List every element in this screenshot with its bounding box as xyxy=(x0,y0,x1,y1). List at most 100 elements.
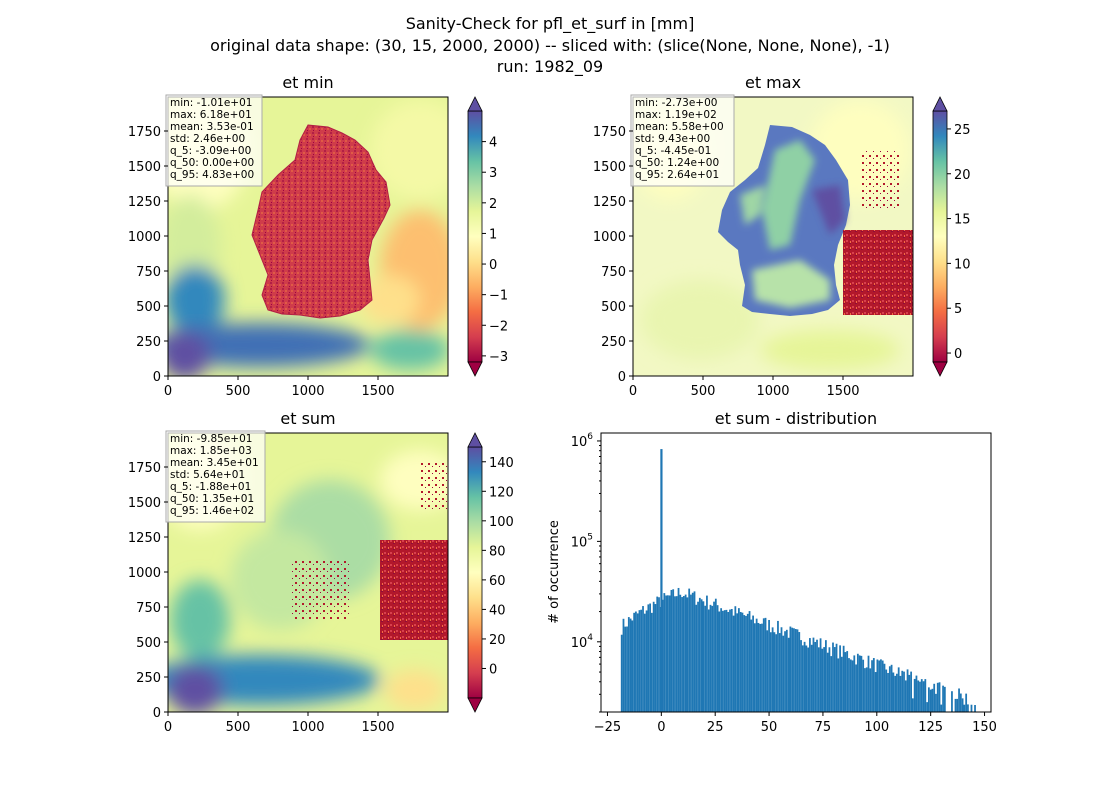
histogram-bar xyxy=(874,672,877,712)
histogram-bar xyxy=(725,609,728,712)
x-tick-label: 50 xyxy=(761,720,778,735)
histogram-bar xyxy=(830,656,833,712)
figure-title-line-3: run: 1982_09 xyxy=(497,57,603,77)
stat-line: q_95: 1.46e+02 xyxy=(170,505,254,517)
y-tick-label: 500 xyxy=(136,636,161,651)
histogram-bar xyxy=(805,645,808,712)
figure-title-line-1: Sanity-Check for pfl_et_surf in [mm] xyxy=(406,14,695,34)
histogram-bar xyxy=(816,639,818,712)
histogram-spike-bar xyxy=(660,449,663,712)
histogram-bar xyxy=(722,610,724,712)
histogram-bar xyxy=(688,588,691,712)
histogram-bar xyxy=(853,655,856,712)
y-tick-label: 1750 xyxy=(128,125,161,140)
colorbar-tick-label: 60 xyxy=(489,574,506,589)
x-tick-label: −25 xyxy=(594,720,621,735)
stat-line: min: -2.73e+00 xyxy=(635,97,717,109)
histogram-bar xyxy=(929,689,932,712)
histogram-bar xyxy=(821,648,824,712)
y-tick-label: 1250 xyxy=(128,195,161,210)
histogram-bar xyxy=(959,693,962,712)
histogram-bar xyxy=(798,632,801,712)
histogram-bar xyxy=(943,686,946,712)
colorbar-tick-label: 15 xyxy=(954,213,971,228)
x-axis: 0 500 1000 1500 xyxy=(164,712,395,735)
histogram-bar xyxy=(711,605,714,712)
histogram-bar xyxy=(697,601,699,712)
y-tick-label: 0 xyxy=(153,706,161,721)
stat-line: std: 9.43e+00 xyxy=(635,133,710,145)
y-tick-label: 500 xyxy=(136,300,161,315)
histogram-bar xyxy=(936,682,939,712)
histogram-bar xyxy=(700,599,703,712)
histogram-bar xyxy=(869,668,872,712)
colorbar-tick-label: 25 xyxy=(954,123,971,138)
y-tick-label: 250 xyxy=(136,335,161,350)
histogram-bar xyxy=(755,618,758,712)
x-tick-label: 500 xyxy=(226,384,251,399)
histogram-bar xyxy=(906,669,909,712)
histogram-bar xyxy=(825,640,827,712)
histogram-bar xyxy=(759,623,762,712)
histogram-bar xyxy=(796,629,799,712)
y-tick-label: 104 xyxy=(571,633,594,651)
region-east xyxy=(843,230,913,315)
histogram-bar xyxy=(714,598,717,712)
histogram-bar xyxy=(629,618,632,712)
histogram-bar xyxy=(748,611,751,712)
stat-line: min: -9.85e+01 xyxy=(170,433,252,445)
histogram-bar xyxy=(807,647,810,712)
stat-line: q_5: -4.45e-01 xyxy=(635,145,711,157)
histogram-bar xyxy=(826,652,829,712)
histogram-bar xyxy=(743,615,746,712)
histogram-bar xyxy=(686,597,689,712)
histogram-bar xyxy=(800,640,802,712)
histogram-bar xyxy=(880,659,882,712)
histogram-bar xyxy=(690,594,692,712)
histogram-bar xyxy=(658,597,660,712)
panel-et-sum-distribution: et sum - distribution −25 0 25 50 75 100 125 15… xyxy=(547,409,997,735)
histogram-bar xyxy=(643,613,646,712)
histogram-bar xyxy=(624,626,627,712)
histogram-bar xyxy=(720,608,723,712)
histogram-bar xyxy=(723,610,726,712)
histogram-bar xyxy=(794,629,797,712)
histogram-bar xyxy=(709,604,712,712)
colorbar-tick-label: 5 xyxy=(954,302,962,317)
x-axis: 0 500 1000 1500 xyxy=(164,376,395,399)
histogram-bar xyxy=(883,663,886,712)
histogram-bar xyxy=(734,606,737,712)
histogram-bar xyxy=(684,594,687,712)
heatmap-image xyxy=(168,433,448,712)
histogram-bar xyxy=(963,704,966,712)
x-axis: −25 0 25 50 75 100 125 150 xyxy=(594,712,997,735)
stat-line: mean: 3.45e+01 xyxy=(170,457,259,469)
histogram-bar xyxy=(789,626,792,712)
y-tick-label: 750 xyxy=(136,601,161,616)
x-tick-label: 500 xyxy=(691,384,716,399)
histogram-bar xyxy=(801,645,804,712)
histogram-bar xyxy=(904,680,907,712)
panel-title: et sum xyxy=(280,409,335,428)
histogram-bar xyxy=(915,675,918,712)
histogram-bar xyxy=(753,623,756,712)
histogram-bar xyxy=(775,634,778,712)
histogram-bar xyxy=(693,591,696,712)
histogram-bar xyxy=(672,589,675,712)
histogram-bar xyxy=(840,656,843,712)
histogram-bar xyxy=(787,637,790,712)
panel-title: et sum - distribution xyxy=(715,409,877,428)
stat-line: max: 6.18e+01 xyxy=(170,109,252,121)
histogram-bar xyxy=(679,594,682,712)
colorbar-tick-label: 20 xyxy=(954,168,971,183)
y-tick-label: 0 xyxy=(618,370,626,385)
histogram-bar xyxy=(871,660,873,712)
stat-line: std: 5.64e+01 xyxy=(170,469,245,481)
histogram-bar xyxy=(764,617,767,712)
histogram-bar xyxy=(777,620,779,712)
histogram-bar xyxy=(903,671,905,712)
y-tick-label: 500 xyxy=(601,300,626,315)
histogram-bar xyxy=(809,638,811,712)
colorbar-tick-label: 120 xyxy=(489,485,514,500)
region-east xyxy=(380,540,448,640)
